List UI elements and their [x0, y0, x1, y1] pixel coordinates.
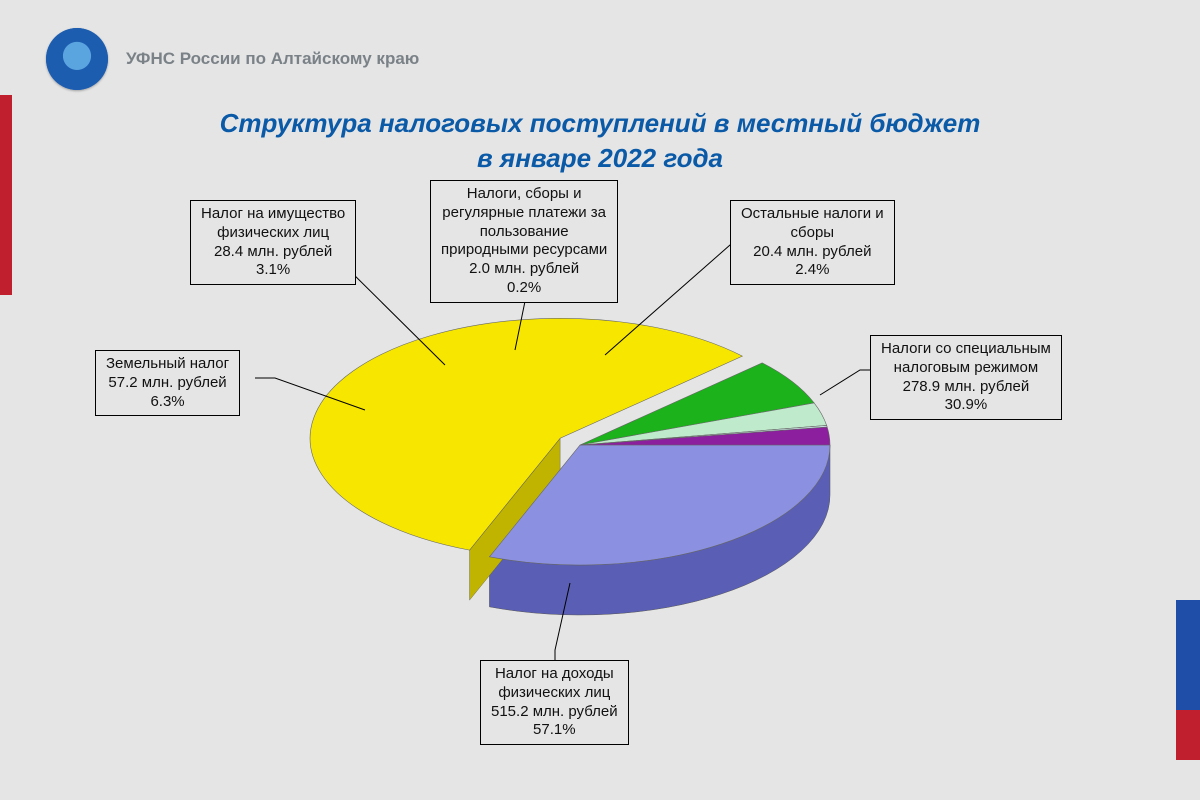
page: УФНС России по Алтайскому краю Структура…: [0, 0, 1200, 800]
title-line-2: в январе 2022 года: [477, 143, 723, 173]
fns-logo-icon: [46, 28, 108, 90]
slice-label: Налог на имуществофизических лиц28.4 млн…: [190, 200, 356, 285]
slice-label: Налоги, сборы ирегулярные платежи заполь…: [430, 180, 618, 303]
title-line-1: Структура налоговых поступлений в местны…: [220, 108, 981, 138]
org-name: УФНС России по Алтайскому краю: [126, 49, 419, 69]
chart-title: Структура налоговых поступлений в местны…: [0, 106, 1200, 176]
pie-chart: Налоги со специальнымналоговым режимом27…: [0, 185, 1200, 775]
slice-label: Налог на доходыфизических лиц515.2 млн. …: [480, 660, 629, 745]
slice-label: Остальные налоги исборы20.4 млн. рублей2…: [730, 200, 895, 285]
slice-label: Земельный налог57.2 млн. рублей6.3%: [95, 350, 240, 416]
header: УФНС России по Алтайскому краю: [46, 28, 419, 90]
slice-label: Налоги со специальнымналоговым режимом27…: [870, 335, 1062, 420]
